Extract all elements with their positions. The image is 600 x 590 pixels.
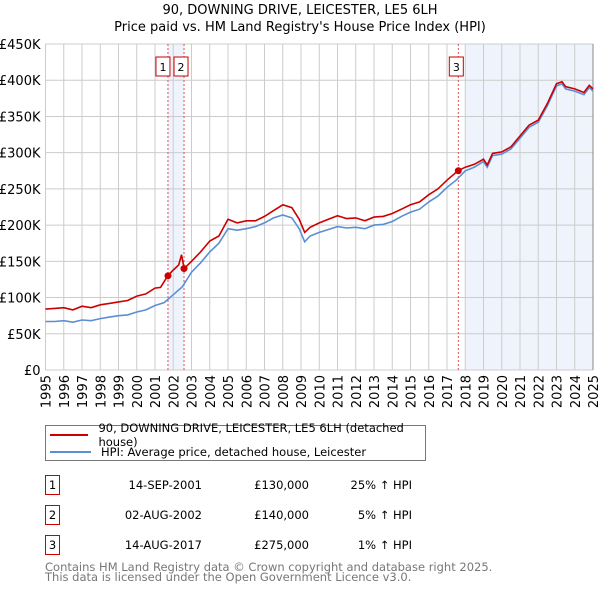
sale-marker-badge: 1	[45, 475, 60, 495]
y-tick-label: £300K	[0, 147, 41, 162]
x-tick-label: 2024	[569, 375, 584, 408]
sale-point	[180, 265, 188, 273]
sale-marker-box	[155, 56, 171, 77]
chart-title: 90, DOWNING DRIVE, LEICESTER, LE5 6LH	[162, 3, 438, 18]
y-tick-label: £250K	[0, 183, 41, 198]
x-tick-label: 2004	[204, 375, 219, 408]
x-tick-label: 2003	[186, 375, 201, 408]
sale-marker-label: 1	[159, 61, 166, 74]
x-tick-label: 1995	[40, 375, 55, 408]
x-tick-label: 2002	[167, 375, 182, 408]
hpi-diff: 1% ↑ HPI	[357, 538, 412, 552]
price-chart: £0 £50K £100K £150K £200K £250K £300K £350K £400…	[0, 38, 600, 408]
sale-price: £275,000	[254, 538, 309, 552]
table-row: 1 14-SEP-2001 £130,000 25% ↑ HPI	[45, 475, 445, 495]
footer-copyright: Contains HM Land Registry data © Crown c…	[45, 560, 493, 574]
sale-date: 14-AUG-2017	[124, 538, 202, 552]
sale-price: £130,000	[254, 478, 309, 492]
series-line	[45, 80, 594, 311]
x-tick-label: 2017	[441, 375, 456, 408]
x-tick-label: 2009	[295, 375, 310, 408]
x-tick-label: 2008	[277, 375, 292, 408]
sale-date: 02-AUG-2002	[124, 508, 202, 522]
table-row: 2 02-AUG-2002 £140,000 5% ↑ HPI	[45, 505, 445, 525]
chart-subtitle: Price paid vs. HM Land Registry's House …	[114, 20, 486, 35]
y-tick-label: £200K	[0, 219, 41, 234]
series-line	[45, 82, 594, 324]
x-tick-label: 2001	[149, 375, 164, 408]
x-tick-label: 2023	[551, 375, 566, 408]
x-tick-label: 2020	[496, 375, 511, 408]
sale-marker-label: 3	[453, 61, 460, 74]
y-tick-label: £350K	[0, 110, 41, 125]
shaded-region	[465, 44, 593, 370]
sale-price: £140,000	[254, 508, 309, 522]
x-tick-label: 2010	[313, 375, 328, 408]
x-tick-label: 2011	[332, 375, 347, 408]
table-row: 3 14-AUG-2017 £275,000 1% ↑ HPI	[45, 535, 445, 555]
x-tick-label: 1996	[58, 375, 73, 408]
y-tick-label: £50K	[7, 328, 41, 343]
footer-licence: This data is licensed under the Open Gov…	[45, 570, 412, 584]
legend: 90, DOWNING DRIVE, LEICESTER, LE5 6LH (d…	[45, 421, 426, 461]
x-tick-label: 2013	[368, 375, 383, 408]
x-tick-label: 2019	[478, 375, 493, 408]
sale-point	[454, 167, 462, 175]
y-tick-label: £150K	[0, 255, 41, 270]
x-tick-label: 2014	[386, 375, 401, 408]
x-tick-label: 2012	[350, 375, 365, 408]
y-tick-label: £0	[24, 364, 41, 379]
sale-marker-badge: 3	[45, 535, 60, 555]
x-tick-label: 1997	[76, 375, 91, 408]
sale-marker-label: 2	[178, 61, 185, 74]
x-tick-label: 2000	[131, 375, 146, 408]
y-tick-label: £450K	[0, 38, 41, 53]
x-tick-label: 2006	[240, 375, 255, 408]
x-tick-label: 2016	[423, 375, 438, 408]
x-tick-label: 2007	[259, 375, 274, 408]
sale-marker-box	[173, 56, 189, 77]
hpi-diff: 5% ↑ HPI	[357, 508, 412, 522]
x-tick-label: 2021	[514, 375, 529, 408]
sale-marker-badge: 2	[45, 505, 60, 525]
x-tick-label: 2005	[222, 375, 237, 408]
x-tick-label: 2022	[532, 375, 547, 408]
x-tick-label: 2025	[587, 375, 600, 408]
shaded-region	[167, 44, 185, 370]
x-tick-label: 2018	[459, 375, 474, 408]
red-line-swatch	[50, 434, 89, 436]
legend-item-hpi: HPI: Average price, detached house, Leic…	[50, 444, 366, 460]
x-tick-label: 1999	[113, 375, 128, 408]
sale-point	[164, 272, 172, 280]
y-tick-label: £400K	[0, 74, 41, 89]
sale-marker-box	[448, 56, 464, 77]
blue-line-swatch	[50, 451, 91, 453]
x-tick-label: 2015	[405, 375, 420, 408]
sale-date: 14-SEP-2001	[128, 478, 202, 492]
legend-item-property: 90, DOWNING DRIVE, LEICESTER, LE5 6LH (d…	[50, 421, 425, 449]
legend-label: HPI: Average price, detached house, Leic…	[101, 445, 367, 459]
x-tick-label: 1998	[94, 375, 109, 408]
hpi-diff: 25% ↑ HPI	[350, 478, 412, 492]
legend-label: 90, DOWNING DRIVE, LEICESTER, LE5 6LH (d…	[98, 421, 404, 449]
y-tick-label: £100K	[0, 292, 41, 307]
